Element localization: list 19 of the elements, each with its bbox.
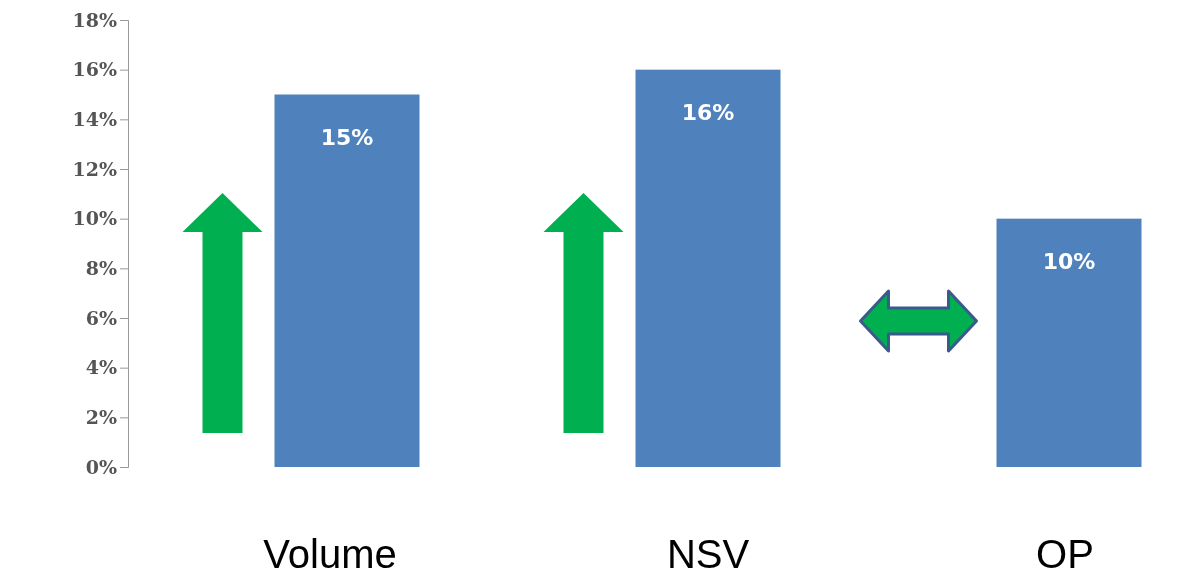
y-tick-label: 12% — [72, 157, 117, 180]
y-tick-label: 4% — [85, 356, 117, 379]
y-tick-label: 14% — [72, 107, 117, 130]
bar — [996, 218, 1142, 467]
bar — [274, 94, 420, 467]
y-tick-label: 0% — [85, 455, 117, 478]
y-tick-label: 10% — [72, 207, 117, 230]
y-tick-label: 18% — [72, 8, 117, 31]
x-tick-label: OP — [1036, 532, 1094, 572]
data-label: 16% — [681, 99, 735, 125]
data-label: 10% — [1042, 248, 1096, 274]
y-tick-label: 8% — [85, 256, 117, 279]
y-tick-label: 2% — [85, 405, 117, 428]
y-tick-label: 6% — [85, 306, 117, 329]
x-tick-label: Volume — [263, 532, 397, 572]
x-tick-label: NSV — [666, 532, 750, 572]
bar — [635, 69, 781, 467]
y-tick-label: 16% — [72, 58, 117, 81]
data-label: 15% — [320, 124, 374, 150]
